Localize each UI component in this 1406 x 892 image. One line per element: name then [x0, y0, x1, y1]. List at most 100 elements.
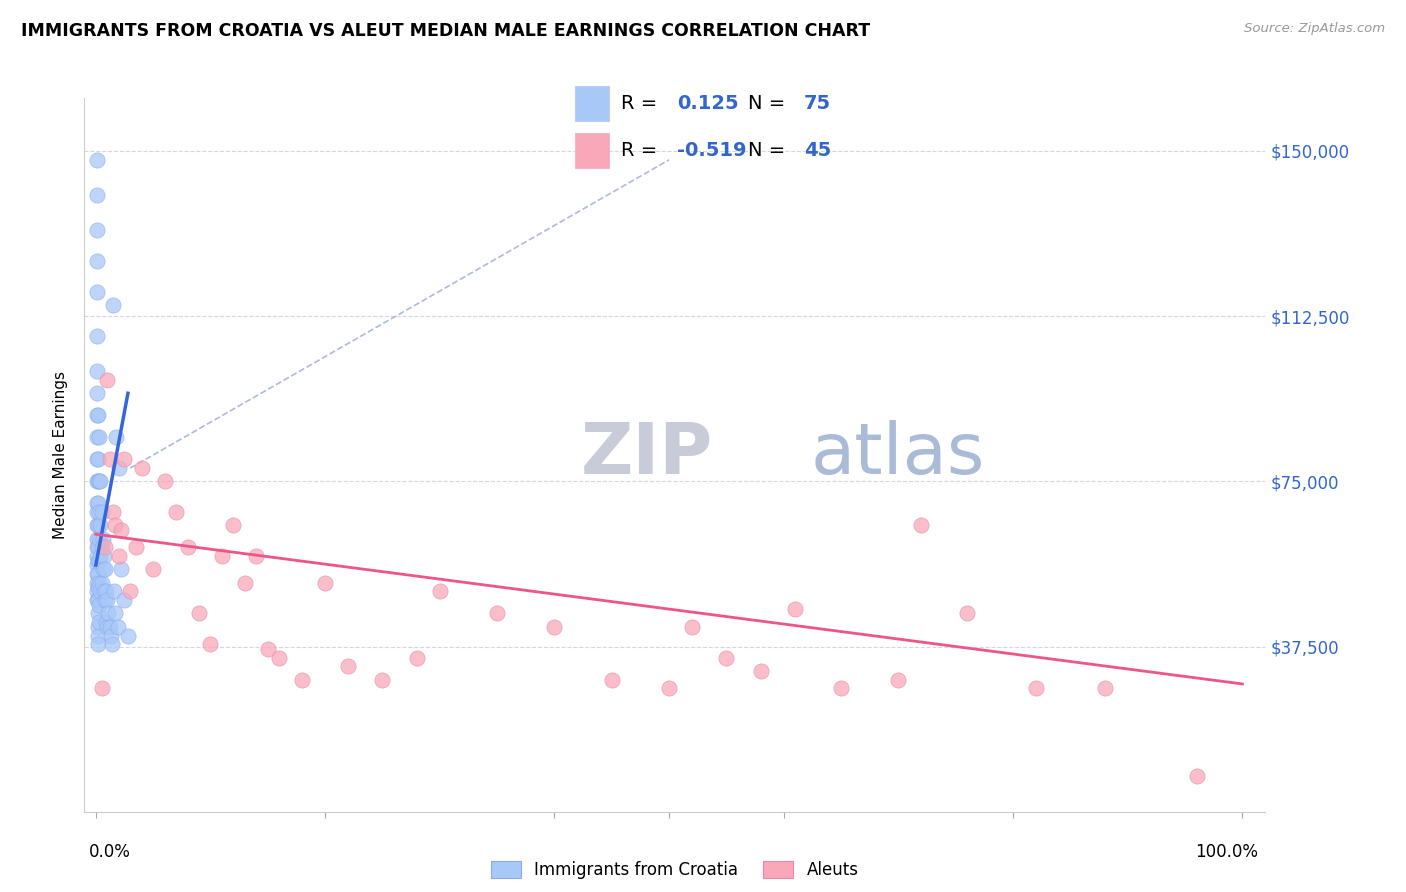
Point	[153, 475, 176, 489]
Point	[86, 518, 108, 533]
Point	[749, 664, 772, 678]
Point	[222, 518, 245, 533]
Point	[86, 452, 108, 467]
Text: R =: R =	[621, 94, 664, 113]
Point	[86, 549, 108, 564]
Point	[90, 505, 112, 519]
Point	[94, 615, 117, 630]
Point	[107, 461, 129, 475]
Point	[104, 518, 127, 533]
Point	[89, 475, 111, 489]
Point	[87, 593, 110, 607]
Point	[371, 673, 394, 687]
Point	[93, 549, 115, 564]
Point	[114, 452, 136, 467]
Point	[716, 650, 738, 665]
Point	[543, 620, 565, 634]
Point	[100, 628, 122, 642]
Point	[96, 373, 118, 387]
Text: -0.519: -0.519	[676, 141, 747, 161]
Text: N =: N =	[748, 94, 792, 113]
Point	[86, 566, 108, 581]
Point	[188, 607, 211, 621]
Text: ZIP: ZIP	[581, 420, 713, 490]
Point	[89, 475, 111, 489]
Point	[256, 641, 278, 656]
Point	[314, 575, 336, 590]
Point	[98, 620, 121, 634]
Point	[87, 620, 110, 634]
Point	[86, 188, 108, 202]
Point	[110, 523, 132, 537]
Point	[87, 607, 110, 621]
Point	[86, 558, 108, 572]
Point	[101, 505, 124, 519]
Point	[658, 681, 681, 696]
FancyBboxPatch shape	[575, 133, 609, 168]
Point	[131, 461, 153, 475]
Point	[785, 602, 807, 616]
Point	[86, 254, 108, 268]
Point	[96, 593, 118, 607]
Point	[110, 562, 132, 576]
Point	[87, 628, 110, 642]
Point	[86, 575, 108, 590]
Text: N =: N =	[748, 141, 792, 161]
Point	[89, 615, 111, 630]
Point	[86, 496, 108, 510]
Point	[87, 554, 110, 568]
Point	[94, 584, 117, 599]
Point	[89, 598, 111, 612]
Point	[107, 620, 129, 634]
Point	[830, 681, 852, 696]
Point	[117, 628, 139, 642]
Point	[114, 593, 136, 607]
Text: R =: R =	[621, 141, 664, 161]
Point	[86, 153, 108, 167]
Point	[120, 584, 142, 599]
Point	[94, 541, 117, 555]
Point	[200, 637, 222, 651]
Point	[125, 541, 148, 555]
Text: IMMIGRANTS FROM CROATIA VS ALEUT MEDIAN MALE EARNINGS CORRELATION CHART: IMMIGRANTS FROM CROATIA VS ALEUT MEDIAN …	[21, 22, 870, 40]
Point	[103, 584, 125, 599]
Point	[86, 593, 108, 607]
Point	[90, 541, 112, 555]
Point	[233, 575, 256, 590]
Point	[165, 505, 187, 519]
Point	[956, 607, 979, 621]
Point	[211, 549, 233, 564]
Point	[90, 681, 112, 696]
Point	[91, 562, 114, 576]
Point	[89, 584, 111, 599]
Point	[86, 223, 108, 237]
Point	[87, 637, 110, 651]
Point	[89, 575, 111, 590]
FancyBboxPatch shape	[575, 87, 609, 121]
Point	[96, 620, 118, 634]
Point	[86, 475, 108, 489]
Point	[97, 607, 120, 621]
Point	[89, 505, 111, 519]
Point	[86, 505, 108, 519]
Point	[86, 532, 108, 546]
Point	[90, 575, 112, 590]
Y-axis label: Median Male Earnings: Median Male Earnings	[53, 371, 69, 539]
Point	[142, 562, 165, 576]
Point	[245, 549, 267, 564]
Point	[105, 430, 128, 444]
Point	[1185, 769, 1208, 783]
Point	[1025, 681, 1047, 696]
Point	[87, 452, 110, 467]
Point	[89, 532, 111, 546]
Point	[91, 532, 114, 546]
Point	[176, 541, 198, 555]
Legend: Immigrants from Croatia, Aleuts: Immigrants from Croatia, Aleuts	[485, 854, 865, 886]
Point	[107, 549, 129, 564]
Point	[87, 566, 110, 581]
Text: 100.0%: 100.0%	[1195, 843, 1258, 861]
Point	[86, 364, 108, 378]
Point	[89, 430, 111, 444]
Point	[87, 496, 110, 510]
Point	[101, 637, 124, 651]
